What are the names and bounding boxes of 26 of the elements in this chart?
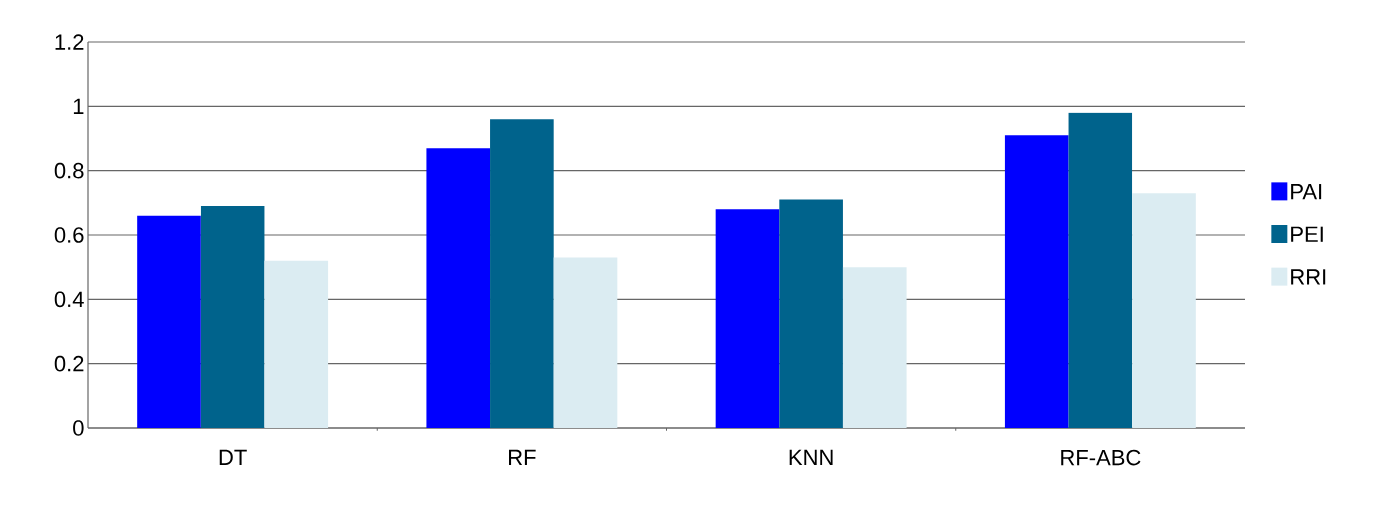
x-tick-label: RF — [509, 449, 536, 465]
bar — [842, 267, 907, 428]
bar — [264, 260, 329, 428]
y-tick-label: 0.4 — [54, 291, 84, 308]
bar — [490, 119, 554, 428]
bar — [1068, 112, 1133, 428]
x-tick-label: KNN — [789, 449, 833, 465]
y-tick-label: 0.2 — [54, 355, 84, 372]
y-tick-label: 0.8 — [54, 162, 84, 179]
bar — [137, 215, 201, 428]
bar — [715, 209, 780, 428]
y-tick-label: 1 — [73, 98, 84, 114]
y-tick-label: 1.2 — [55, 34, 84, 50]
y-tick-label: 0 — [73, 420, 84, 436]
bar — [1132, 193, 1196, 428]
legend-label: RRI — [1291, 269, 1326, 285]
bar — [779, 199, 843, 428]
x-tick-label: DT — [219, 449, 247, 465]
legend-label: PEI — [1291, 226, 1323, 242]
y-tick-label: 0.6 — [54, 227, 84, 243]
x-tick-label: RF-ABC — [1061, 449, 1141, 466]
legend-label: PAI — [1291, 184, 1322, 200]
bar — [1004, 135, 1069, 428]
bar — [426, 148, 491, 428]
bar — [553, 257, 618, 428]
bar — [200, 206, 265, 428]
